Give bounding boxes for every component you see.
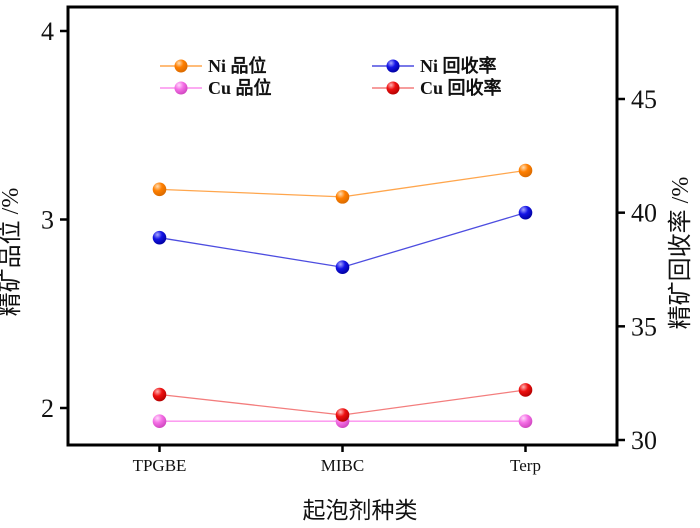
right-axis-tick-label: 40 [631, 199, 657, 228]
legend-label: Cu 品位 [208, 77, 272, 98]
x-axis-category-label: TPGBE [133, 456, 187, 475]
legend-item: Ni 回收率 [372, 55, 497, 76]
x-axis-title: 起泡剂种类 [303, 498, 418, 523]
right-axis-tick-label: 35 [631, 312, 657, 341]
legend-marker [174, 59, 188, 73]
plot-frame [66, 5, 619, 447]
right-axis-title: 精矿回收率 /% [667, 177, 694, 330]
data-point [152, 414, 167, 428]
right-axis-tick-label: 45 [631, 85, 657, 114]
x-axis-category-label: MIBC [321, 456, 364, 475]
data-point [335, 260, 350, 275]
legend-marker [386, 59, 400, 73]
x-axis-category-label: Terp [510, 456, 541, 475]
legend-marker [386, 81, 400, 95]
left-axis-tick-label: 2 [41, 394, 54, 423]
right-axis-tick-label: 30 [631, 426, 657, 455]
data-point [152, 387, 167, 402]
legend-label: Ni 回收率 [420, 55, 497, 76]
left-axis-title: 精矿品位 /% [0, 188, 24, 317]
data-point [518, 414, 533, 428]
left-axis-tick-label: 4 [41, 17, 54, 46]
series-line [159, 212, 526, 268]
legend-item: Cu 回收率 [372, 77, 502, 98]
legend-item: Ni 品位 [160, 55, 267, 76]
data-point [518, 205, 533, 220]
data-point [152, 182, 167, 197]
data-point [518, 163, 533, 178]
data-point [152, 230, 167, 245]
data-point [335, 190, 350, 204]
legend-label: Ni 品位 [208, 55, 267, 76]
data-point [518, 383, 533, 397]
data-point [335, 408, 350, 422]
legend-label: Cu 回收率 [420, 77, 502, 98]
plot-area: 4 3 2 45 40 35 30 TPGBE MIBC Terp [41, 5, 657, 475]
left-axis-tick-label: 3 [41, 206, 54, 235]
legend-marker [174, 81, 188, 95]
legend-item: Cu 品位 [160, 77, 272, 98]
